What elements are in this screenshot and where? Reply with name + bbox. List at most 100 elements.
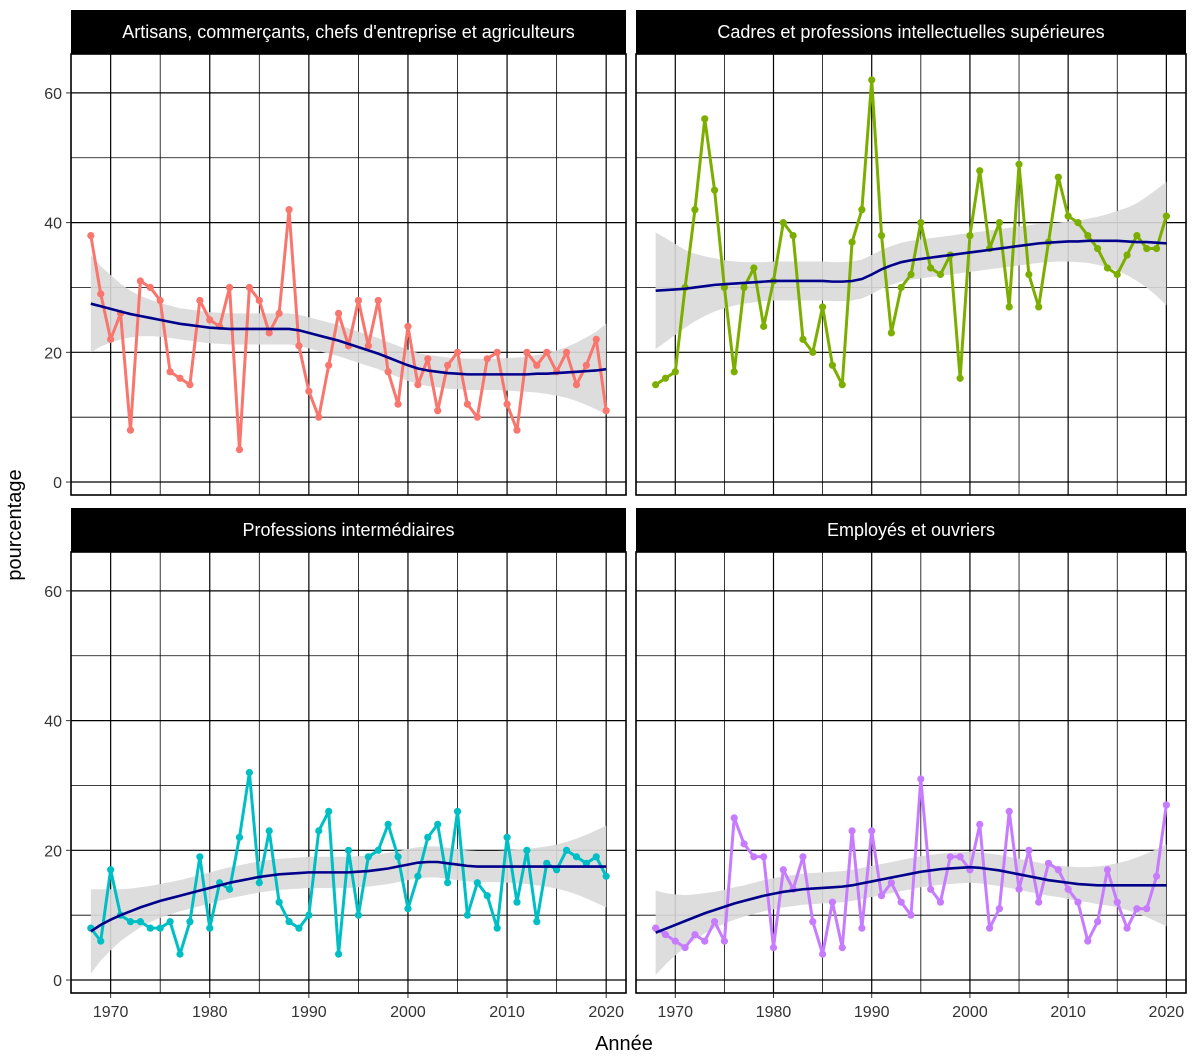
data-point xyxy=(936,898,945,906)
data-point xyxy=(848,238,856,246)
facet-strip xyxy=(71,10,626,54)
data-point xyxy=(985,924,994,932)
data-point xyxy=(424,833,432,841)
data-point xyxy=(681,944,689,952)
data-point xyxy=(136,277,144,285)
data-point xyxy=(245,283,253,292)
data-point xyxy=(838,944,846,952)
data-point xyxy=(917,219,925,227)
data-point xyxy=(394,400,402,408)
data-point xyxy=(97,937,105,945)
data-point xyxy=(275,898,283,906)
data-point xyxy=(1035,303,1043,311)
data-point xyxy=(750,853,758,861)
data-point xyxy=(196,296,204,305)
facet-title: Artisans, commerçants, chefs d'entrepris… xyxy=(122,22,575,42)
series-points xyxy=(87,768,610,958)
data-point xyxy=(305,911,313,919)
data-point xyxy=(404,905,412,913)
data-point xyxy=(483,892,491,900)
data-point xyxy=(166,918,174,926)
data-point xyxy=(473,879,481,887)
data-point xyxy=(730,368,738,376)
data-point xyxy=(206,316,214,324)
data-point xyxy=(897,283,905,292)
data-point xyxy=(1064,212,1072,220)
data-point xyxy=(740,283,748,292)
data-point xyxy=(740,840,748,848)
x-tick-label: 2020 xyxy=(1149,1004,1185,1021)
data-point xyxy=(602,407,610,415)
data-point xyxy=(976,820,984,828)
facet-panel-4: Employés et ouvriers 1970 1980 1990 2000 2010… xyxy=(635,508,1187,1021)
data-point xyxy=(523,846,531,854)
data-point xyxy=(760,322,768,330)
data-point xyxy=(779,219,787,227)
data-point xyxy=(868,827,876,835)
data-point xyxy=(444,361,452,369)
data-point xyxy=(1113,270,1121,279)
data-point xyxy=(1094,244,1102,253)
x-tick-label: 2000 xyxy=(390,1004,426,1021)
facet-title: Cadres et professions intellectuelles su… xyxy=(717,22,1104,42)
data-point xyxy=(799,335,807,343)
data-point xyxy=(275,309,283,318)
data-point xyxy=(652,381,660,389)
data-point xyxy=(374,296,382,305)
data-point xyxy=(592,335,600,343)
data-point xyxy=(1103,264,1112,272)
data-point xyxy=(473,413,481,421)
data-point xyxy=(907,911,915,919)
data-point xyxy=(701,115,709,123)
data-point xyxy=(966,231,974,240)
data-point xyxy=(513,426,521,434)
gridlines xyxy=(71,552,626,993)
data-point xyxy=(424,355,432,363)
data-point xyxy=(730,814,738,822)
data-point xyxy=(245,768,253,777)
x-tick-label: 1970 xyxy=(93,1004,129,1021)
panel-background xyxy=(71,54,626,495)
y-tick-label: 20 xyxy=(44,843,62,860)
data-point xyxy=(513,898,521,906)
panel-border xyxy=(70,53,627,496)
data-point xyxy=(186,381,194,389)
data-point xyxy=(927,885,935,893)
data-point xyxy=(176,374,184,382)
data-point xyxy=(710,918,719,926)
facet-panel-3: Professions intermédiaires 0 20 40 60 1970 198… xyxy=(44,508,627,1021)
data-point xyxy=(1143,905,1151,913)
data-point xyxy=(315,827,323,835)
facet-title: Professions intermédiaires xyxy=(242,520,454,540)
data-point xyxy=(1162,801,1170,809)
data-point xyxy=(136,918,144,926)
data-point xyxy=(1143,244,1151,253)
data-point xyxy=(1123,924,1131,932)
data-point xyxy=(572,853,581,861)
data-point xyxy=(661,374,670,382)
data-point xyxy=(533,361,541,369)
data-point xyxy=(255,879,263,887)
data-point xyxy=(87,231,95,240)
data-point xyxy=(384,368,392,376)
data-point xyxy=(493,348,501,356)
data-point xyxy=(186,918,194,926)
data-point xyxy=(394,853,402,861)
gridlines xyxy=(71,54,626,495)
data-point xyxy=(493,924,501,932)
facet-panel-1: Artisans, commerçants, chefs d'entrepris… xyxy=(44,10,627,496)
data-point xyxy=(334,309,343,318)
data-point xyxy=(235,446,244,454)
data-point xyxy=(146,924,154,932)
x-tick-label: 1970 xyxy=(657,1004,693,1021)
data-point xyxy=(364,853,372,861)
data-point xyxy=(858,206,866,214)
data-point xyxy=(995,219,1003,227)
x-tick-label: 1990 xyxy=(854,1004,890,1021)
data-point xyxy=(295,924,303,932)
data-point xyxy=(414,872,422,880)
data-point xyxy=(543,859,551,867)
data-point xyxy=(671,937,679,945)
data-point xyxy=(1123,251,1131,259)
data-point xyxy=(602,872,610,880)
